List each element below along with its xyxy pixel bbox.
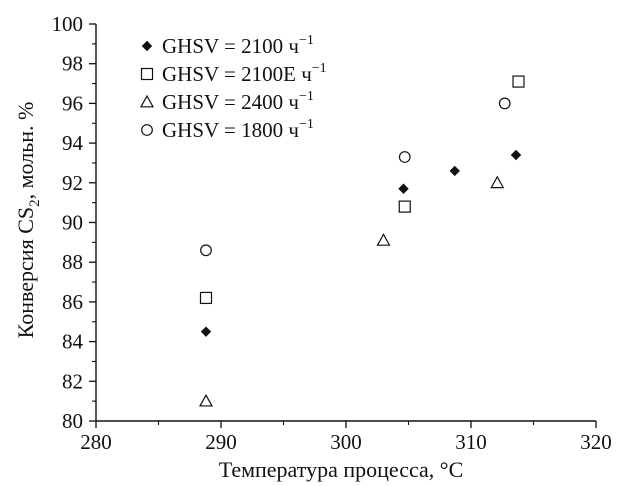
data-point-filled-diamond [449,165,460,177]
legend-label-superscript: −1 [299,117,314,132]
legend-marker-filled-diamond [141,40,153,52]
x-axis-title: Температура процесса, °C [219,457,464,482]
data-point-open-square [199,291,213,305]
y-axis-title: Конверсия CS2, мольн. % [13,102,43,339]
legend-label-superscript: −1 [312,61,327,76]
data-point-filled-diamond [510,149,522,161]
legend-label-main: GHSV = 2100 ч [162,34,299,58]
data-point-open-circle [200,244,212,257]
data-point-open-triangle [490,175,505,189]
data-point-filled-diamond [398,183,409,194]
data-point-open-square [398,200,411,213]
legend-label: GHSV = 2400 ч−1 [162,89,314,114]
data-point-filled-diamond [200,326,212,337]
y-axis-ticks: 80 82 84 86 88 90 92 94 96 98 100 [52,12,96,433]
x-axis-ticks: 280 290 300 310 320 [80,421,612,454]
data-point-open-circle [398,151,411,163]
y-tick-label: 98 [62,52,83,76]
y-tick-label: 86 [62,290,83,314]
data-points [198,75,525,407]
y-tick-label: 82 [62,369,83,393]
legend-marker-open-square [140,67,154,81]
legend-label: GHSV = 2100 ч−1 [162,33,314,58]
y-tick-label: 96 [62,91,83,115]
legend-label-superscript: −1 [299,89,314,104]
data-point-open-square [512,75,525,88]
y-tick-label: 90 [62,211,83,235]
x-tick-label: 300 [330,430,362,454]
data-point-open-circle [498,97,511,110]
legend-label-superscript: −1 [299,33,314,48]
legend-label-main: GHSV = 2400 ч [162,90,299,114]
y-axis-title-main: Конверсия CS [13,207,38,338]
legend-marker-open-circle [141,124,153,136]
y-tick-label: 92 [62,171,83,195]
y-tick-label: 80 [62,409,83,433]
y-tick-label: 94 [62,131,84,155]
x-tick-label: 290 [205,430,237,454]
x-tick-label: 280 [80,430,112,454]
x-tick-label: 320 [580,430,612,454]
legend-label-main: GHSV = 2100E ч [162,62,312,86]
data-point-open-triangle [376,233,391,246]
legend-label-main: GHSV = 1800 ч [162,118,299,142]
y-tick-label: 100 [52,12,84,36]
y-tick-label: 88 [62,250,83,274]
x-tick-label: 310 [455,430,487,454]
data-point-open-triangle [198,393,214,407]
y-axis-title-unit: , мольн. % [13,102,38,200]
legend-label: GHSV = 2100E ч−1 [162,61,327,86]
y-tick-label: 84 [62,330,84,354]
y-axis-title-subscript: 2 [27,199,43,207]
legend-label: GHSV = 1800 ч−1 [162,117,314,142]
legend-marker-open-triangle [139,94,155,108]
